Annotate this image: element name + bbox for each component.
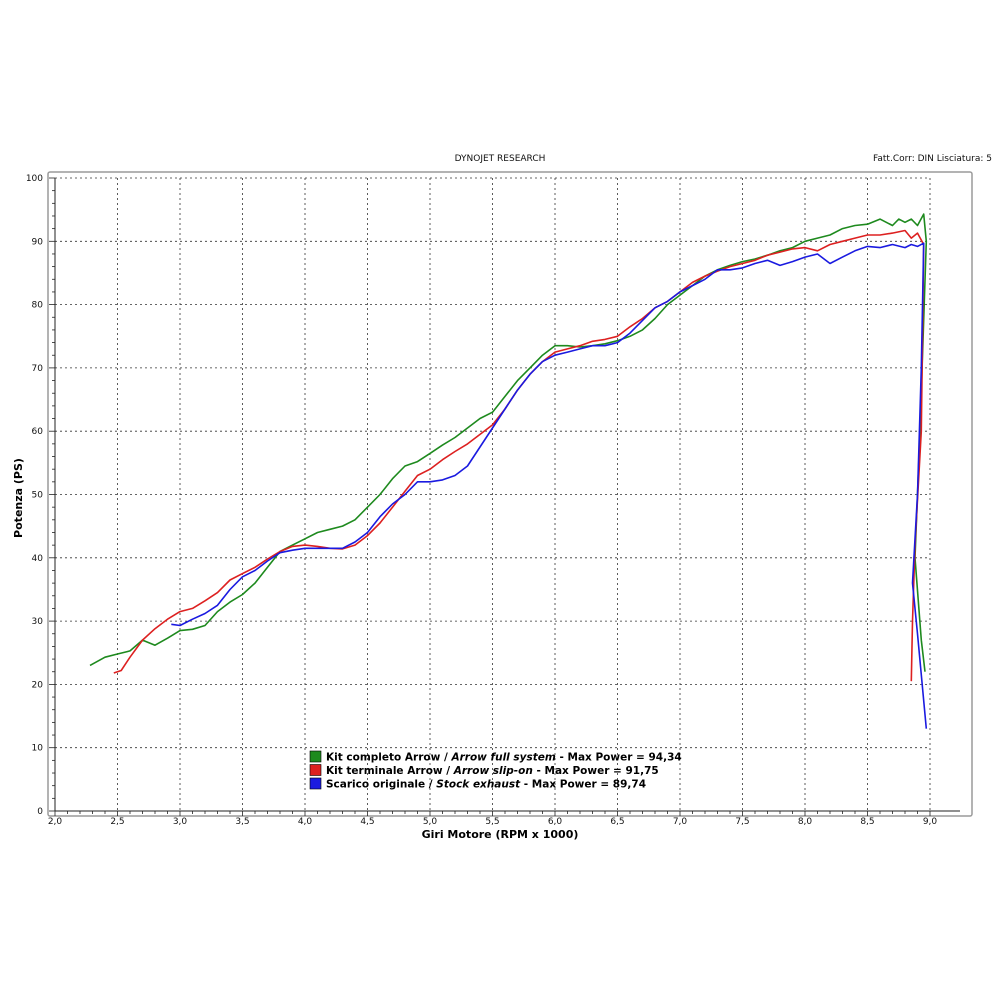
x-tick-label: 8,0: [798, 817, 813, 827]
x-tick-label: 9,0: [923, 817, 938, 827]
x-tick-label: 5,0: [423, 817, 438, 827]
series-line-2: [113, 229, 925, 682]
legend: Kit completo Arrow / Arrow full system -…: [309, 750, 682, 791]
correction-info: Fatt.Corr: DIN Lisciatura: 5: [873, 154, 992, 164]
y-tick-label: 100: [26, 174, 43, 184]
series-lines: [89, 213, 928, 729]
x-tick-label: 4,0: [298, 817, 313, 827]
axes: 2,0 2,5 3,0 3,5 4,0 4,5 5,0 5,5 6,0 6,5 7,0 7,5 8,0 8…: [26, 174, 960, 827]
y-tick-label: 40: [32, 554, 44, 564]
y-tick-label: 20: [32, 680, 44, 690]
y-tick-label: 80: [32, 301, 44, 311]
legend-entry: Scarico originale / Stock exhaust - Max …: [326, 779, 646, 791]
x-tick-label: 7,5: [735, 817, 749, 827]
y-tick-label: 60: [32, 427, 44, 437]
y-tick-label: 0: [37, 807, 43, 817]
y-axis-title: Potenza (PS): [12, 458, 25, 538]
x-tick-label: 2,0: [48, 817, 63, 827]
x-tick-label: 3,5: [235, 817, 249, 827]
x-tick-label: 5,5: [485, 817, 499, 827]
x-tick-label: 4,5: [360, 817, 374, 827]
y-tick-label: 50: [32, 491, 44, 501]
x-tick-label: 6,0: [548, 817, 563, 827]
x-tick-label: 2,5: [110, 817, 124, 827]
grid: [55, 177, 931, 811]
chart-title: DYNOJET RESEARCH: [455, 154, 546, 164]
legend-swatch: [309, 764, 322, 776]
y-tick-label: 30: [32, 617, 44, 627]
legend-swatch: [309, 777, 322, 790]
y-tick-label: 90: [32, 237, 44, 247]
x-axis-title: Giri Motore (RPM x 1000): [422, 828, 579, 841]
plot-frame: [47, 171, 973, 817]
x-tick-label: 8,5: [860, 817, 874, 827]
legend-entry: Kit terminale Arrow / Arrow slip-on - Ma…: [326, 765, 659, 777]
x-tick-label: 7,0: [673, 817, 688, 827]
series-line-1: [89, 213, 928, 672]
legend-entry: Kit completo Arrow / Arrow full system -…: [326, 752, 682, 764]
legend-swatch: [309, 750, 322, 763]
x-tick-label: 6,5: [610, 817, 624, 827]
y-tick-label: 70: [32, 364, 44, 374]
series-line-3: [171, 242, 928, 729]
y-tick-label: 10: [32, 744, 44, 754]
x-tick-label: 3,0: [173, 817, 188, 827]
